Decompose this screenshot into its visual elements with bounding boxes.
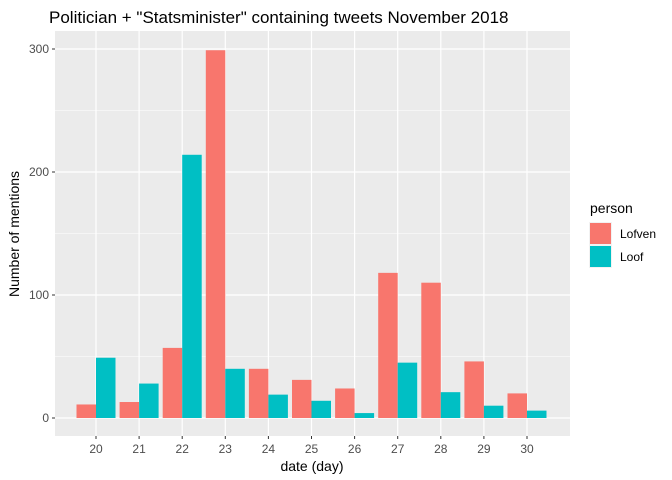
- bar-lofven-28: [421, 282, 441, 418]
- y-tick-label: 100: [29, 288, 49, 302]
- y-tick-label: 200: [29, 165, 49, 179]
- x-tick-label: 30: [520, 442, 534, 456]
- x-tick-label: 23: [219, 442, 233, 456]
- legend-label-loof: Loof: [620, 250, 644, 264]
- x-tick-label: 24: [262, 442, 276, 456]
- x-tick-label: 26: [348, 442, 362, 456]
- bar-lofven-23: [205, 50, 226, 418]
- y-tick-label: 300: [29, 42, 49, 56]
- legend-swatch-lofven: [590, 223, 611, 244]
- x-tick-label: 25: [305, 442, 319, 456]
- bar-lofven-27: [378, 272, 398, 418]
- bar-loof-25: [311, 400, 331, 418]
- bar-loof-21: [139, 383, 159, 418]
- y-axis-title: Number of mentions: [6, 171, 22, 297]
- bar-lofven-24: [248, 368, 269, 418]
- bar-loof-22: [182, 154, 202, 418]
- legend-swatch-loof: [590, 246, 611, 267]
- chart-title: Politician + "Statsminister" containing …: [49, 8, 509, 27]
- bar-loof-20: [96, 357, 116, 418]
- bar-lofven-22: [162, 347, 183, 418]
- legend: person Lofven Loof: [589, 200, 656, 268]
- x-tick-label: 28: [434, 442, 448, 456]
- bars: [76, 50, 547, 418]
- y-tick-label: 0: [42, 411, 49, 425]
- bar-lofven-26: [335, 388, 355, 418]
- x-axis-title: date (day): [280, 458, 343, 474]
- bar-loof-29: [483, 405, 504, 418]
- bar-loof-23: [225, 368, 245, 418]
- x-axis: 20 21 22 23 24 25 26 27 28 29 30: [89, 436, 534, 456]
- bar-loof-26: [354, 413, 375, 418]
- x-tick-label: 20: [89, 442, 103, 456]
- bar-lofven-25: [292, 379, 312, 418]
- bar-lofven-20: [76, 404, 96, 418]
- x-tick-label: 21: [132, 442, 146, 456]
- bar-loof-24: [268, 394, 288, 418]
- legend-label-lofven: Lofven: [620, 227, 656, 241]
- x-tick-label: 27: [391, 442, 405, 456]
- bar-loof-30: [527, 410, 547, 418]
- x-tick-label: 29: [477, 442, 491, 456]
- x-tick-label: 22: [176, 442, 190, 456]
- bar-loof-27: [397, 362, 418, 418]
- y-axis: 0 100 200 300: [29, 42, 55, 425]
- bar-lofven-30: [507, 393, 527, 418]
- legend-title: person: [590, 200, 633, 216]
- bar-lofven-21: [119, 402, 140, 418]
- bar-lofven-29: [464, 361, 484, 418]
- bar-loof-28: [440, 392, 461, 418]
